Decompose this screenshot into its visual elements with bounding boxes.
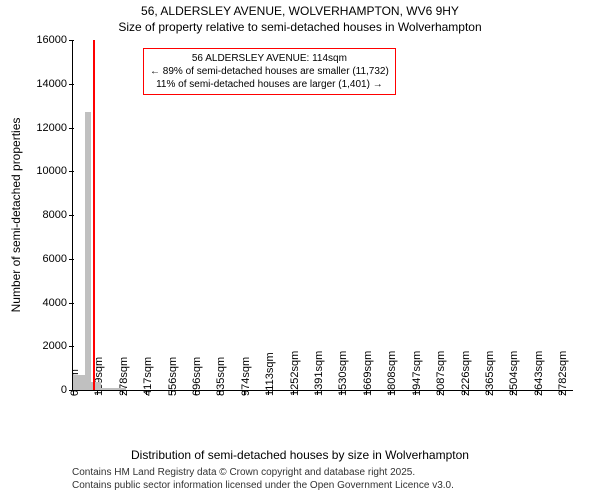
x-tick-label: 2365sqm xyxy=(482,351,496,396)
x-tick-label: 1252sqm xyxy=(287,351,301,396)
plot-area: 02000400060008000100001200014000160000sq… xyxy=(72,40,573,391)
footer-line-1: Contains HM Land Registry data © Crown c… xyxy=(72,466,454,479)
x-tick-label: 2643sqm xyxy=(531,351,545,396)
x-tick-label: 974sqm xyxy=(238,357,252,396)
x-tick-label: 1669sqm xyxy=(360,351,374,396)
x-tick-label: 2226sqm xyxy=(458,351,472,396)
y-tick-label: 8000 xyxy=(43,209,73,221)
x-tick-label: 417sqm xyxy=(140,357,154,396)
y-tick-label: 16000 xyxy=(36,34,73,46)
footer-credits: Contains HM Land Registry data © Crown c… xyxy=(72,466,454,492)
y-tick-label: 4000 xyxy=(43,297,73,309)
histogram-bar xyxy=(85,112,90,390)
property-marker-line xyxy=(93,40,95,390)
x-tick-label: 1808sqm xyxy=(384,351,398,396)
y-tick-label: 2000 xyxy=(43,340,73,352)
x-tick-label: 696sqm xyxy=(189,357,203,396)
histogram-bar xyxy=(101,388,126,390)
footer-line-2: Contains public sector information licen… xyxy=(72,479,454,492)
chart-title: 56, ALDERSLEY AVENUE, WOLVERHAMPTON, WV6… xyxy=(0,4,600,18)
x-tick-label: 835sqm xyxy=(213,357,227,396)
x-tick-label: 2087sqm xyxy=(433,351,447,396)
x-tick-label: 1947sqm xyxy=(409,351,423,396)
x-tick-label: 278sqm xyxy=(116,357,130,396)
annotation-line: 11% of semi-detached houses are larger (… xyxy=(150,78,389,91)
x-tick-label: 1391sqm xyxy=(311,351,325,396)
chart-subtitle: Size of property relative to semi-detach… xyxy=(0,20,600,34)
x-tick-label: 2504sqm xyxy=(506,351,520,396)
annotation-box: 56 ALDERSLEY AVENUE: 114sqm← 89% of semi… xyxy=(143,48,396,95)
annotation-line: 56 ALDERSLEY AVENUE: 114sqm xyxy=(150,52,389,65)
x-tick-label: 2782sqm xyxy=(555,351,569,396)
x-tick-label: 1530sqm xyxy=(335,351,349,396)
histogram-bar xyxy=(73,375,85,390)
y-tick-label: 10000 xyxy=(36,165,73,177)
y-tick-label: 14000 xyxy=(36,78,73,90)
chart-container: 56, ALDERSLEY AVENUE, WOLVERHAMPTON, WV6… xyxy=(0,0,600,500)
x-axis-label: Distribution of semi-detached houses by … xyxy=(0,448,600,462)
annotation-line: ← 89% of semi-detached houses are smalle… xyxy=(150,65,389,78)
y-tick-label: 6000 xyxy=(43,253,73,265)
x-tick-label: 556sqm xyxy=(165,357,179,396)
x-tick-label: 1113sqm xyxy=(262,352,276,396)
y-tick-label: 12000 xyxy=(36,122,73,134)
y-axis-label: Number of semi-detached properties xyxy=(9,118,23,313)
